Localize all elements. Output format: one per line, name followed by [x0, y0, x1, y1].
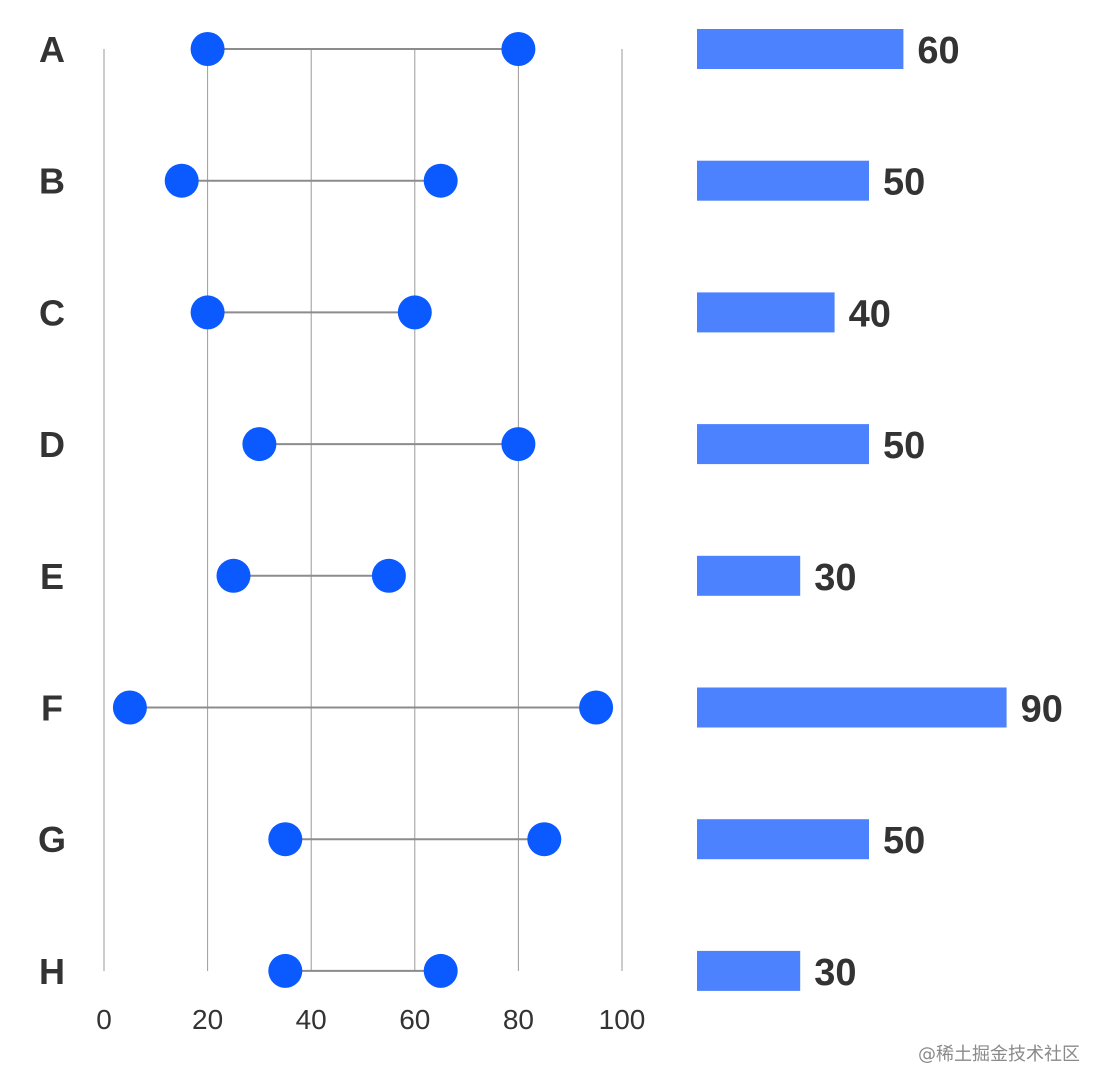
category-label: B	[39, 161, 65, 202]
bar	[697, 555, 801, 596]
x-tick-label: 60	[399, 1004, 430, 1035]
x-tick-label: 20	[192, 1004, 223, 1035]
bar-value-label: 40	[849, 293, 891, 335]
dumbbell-point-start	[216, 558, 251, 593]
watermark: @稀土掘金技术社区	[918, 1044, 1080, 1065]
bar-value-label: 50	[883, 162, 925, 204]
dumbbell-point-start	[242, 427, 277, 462]
category-label: D	[39, 424, 65, 465]
bar	[697, 29, 904, 69]
bar-value-label: 30	[814, 557, 856, 599]
bar-value-label: 30	[814, 952, 856, 994]
dumbbell-point-end	[501, 427, 536, 462]
x-tick-label: 100	[599, 1004, 646, 1035]
x-tick-label: 80	[503, 1004, 534, 1035]
bar-value-label: 50	[883, 425, 925, 467]
dumbbell-point-start	[190, 295, 225, 330]
dumbbell-point-end	[501, 32, 536, 66]
dumbbell-point-start	[268, 953, 303, 988]
bar	[697, 950, 801, 991]
category-label: G	[38, 819, 66, 860]
category-label: C	[39, 292, 65, 333]
bar-value-label: 50	[883, 820, 925, 862]
bar	[697, 687, 1007, 728]
bar-value-label: 60	[917, 30, 959, 72]
category-label: E	[40, 556, 64, 597]
bar	[697, 424, 869, 465]
dumbbell-point-end	[371, 558, 406, 593]
dumbbell-point-end	[423, 163, 458, 198]
x-tick-label: 0	[96, 1004, 112, 1035]
bar	[697, 292, 835, 333]
category-label: F	[41, 688, 63, 729]
bar-value-label: 90	[1021, 689, 1063, 731]
dumbbell-point-start	[268, 822, 303, 857]
dumbbell-point-start	[112, 690, 147, 725]
category-label: A	[39, 29, 65, 70]
category-label: H	[39, 951, 65, 992]
dumbbell-point-start	[190, 32, 225, 66]
dumbbell-point-end	[527, 822, 562, 857]
x-tick-label: 40	[296, 1004, 327, 1035]
dumbbell-point-start	[164, 163, 199, 198]
bar	[697, 819, 869, 860]
dumbbell-point-end	[397, 295, 432, 330]
bar	[697, 160, 869, 201]
dumbbell-point-end	[579, 690, 614, 725]
dumbbell-point-end	[423, 953, 458, 988]
